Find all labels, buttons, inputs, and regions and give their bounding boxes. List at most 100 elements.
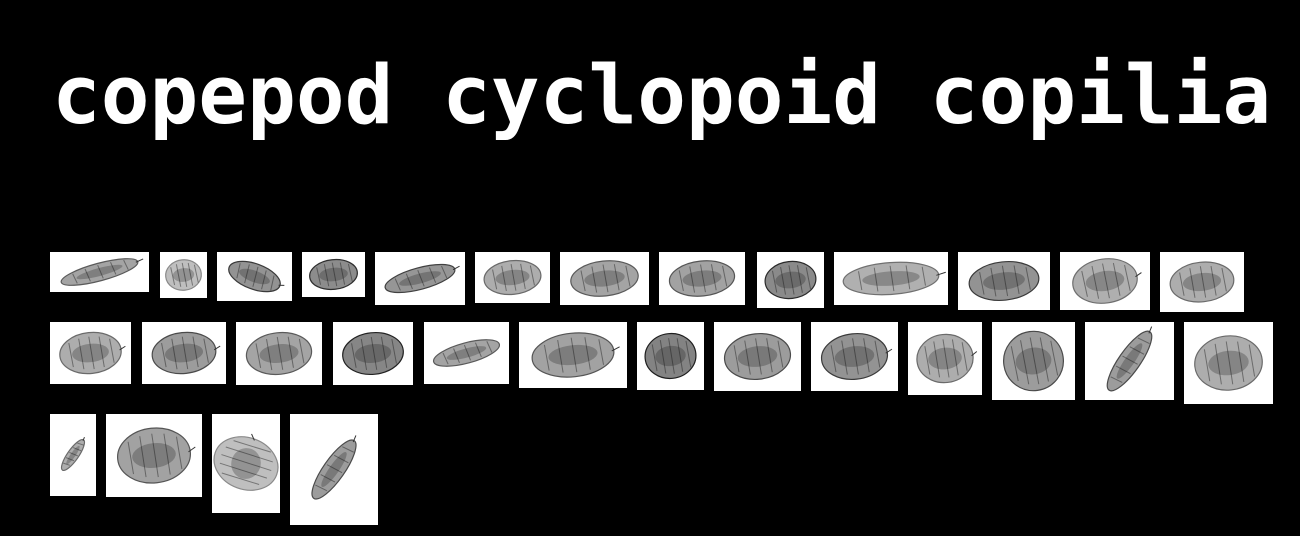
specimen-drawing	[1169, 261, 1235, 303]
specimen-body	[165, 259, 202, 291]
specimen-tail	[611, 346, 620, 352]
specimen-image	[290, 414, 378, 525]
specimen-image	[302, 252, 365, 297]
specimen-drawing	[60, 258, 144, 286]
specimen-image	[236, 322, 322, 385]
specimen-body	[1003, 330, 1064, 392]
specimen-tail	[135, 258, 144, 263]
specimen-tail	[971, 351, 978, 357]
specimen-drawing	[311, 435, 357, 500]
specimen-drawing	[59, 331, 126, 375]
specimen-image	[1060, 252, 1150, 310]
specimen-image	[424, 322, 509, 384]
specimen-tail	[278, 284, 285, 286]
specimen-drawing	[1072, 258, 1142, 304]
specimen-drawing	[723, 332, 792, 381]
specimen-body	[842, 261, 940, 296]
specimen-body	[342, 331, 404, 376]
specimen-drawing	[213, 433, 279, 491]
specimen-image	[106, 414, 202, 497]
specimen-image	[142, 322, 226, 384]
specimen-drawing	[309, 258, 358, 291]
specimen-body	[644, 332, 697, 380]
specimen-body	[1194, 335, 1263, 391]
specimen-drawing	[384, 263, 460, 294]
specimen-tail	[188, 446, 196, 453]
specimen-drawing	[151, 331, 221, 375]
specimen-body	[309, 258, 358, 291]
specimen-drawing	[968, 261, 1040, 301]
specimen-drawing	[668, 260, 736, 297]
specimen-drawing	[842, 261, 946, 296]
specimen-drawing	[165, 259, 202, 291]
specimen-image	[560, 252, 649, 305]
specimen-image	[834, 252, 948, 305]
specimen-image	[757, 252, 824, 308]
specimen-image	[958, 252, 1050, 310]
specimen-body	[916, 333, 974, 384]
specimen-image	[714, 322, 801, 391]
specimen-body	[1169, 261, 1235, 303]
specimen-drawing	[1194, 335, 1263, 391]
specimen-image	[212, 414, 280, 513]
specimen-tail	[885, 348, 893, 354]
specimen-image	[50, 414, 96, 496]
specimen-tail	[213, 345, 221, 351]
specimen-body	[1072, 258, 1138, 304]
specimen-tail	[1148, 326, 1153, 334]
specimen-drawing	[342, 331, 404, 376]
specimen-image	[375, 252, 465, 305]
specimen-drawing	[820, 332, 893, 381]
specimen-body	[432, 339, 501, 367]
specimen-image	[659, 252, 745, 305]
specimen-tail	[936, 271, 946, 276]
specimen-drawing	[483, 259, 542, 296]
specimen-body	[117, 427, 191, 484]
specimen-image	[1085, 322, 1174, 400]
specimen-body	[245, 331, 313, 376]
specimen-drawing	[432, 339, 501, 367]
specimen-drawing	[1003, 330, 1064, 392]
specimen-body	[531, 332, 615, 378]
specimen-body	[59, 331, 122, 375]
specimen-drawing	[245, 331, 313, 376]
specimen-body	[764, 260, 817, 300]
specimen-tail	[452, 265, 460, 271]
specimen-drawing	[60, 437, 86, 472]
specimen-drawing	[916, 333, 978, 384]
specimen-drawing	[570, 260, 639, 297]
specimen-image	[992, 322, 1075, 400]
specimen-drawing	[228, 260, 285, 293]
specimen-image	[333, 322, 413, 385]
specimen-tail	[352, 435, 357, 443]
specimen-image	[908, 322, 982, 395]
specimen-body	[151, 331, 217, 375]
specimen-drawing	[117, 427, 196, 484]
page-title: copepod cyclopoid copilia	[52, 49, 1272, 143]
specimen-image	[475, 252, 550, 303]
specimen-tail	[251, 433, 255, 441]
specimen-tail	[1135, 272, 1142, 278]
specimen-tail	[82, 437, 85, 441]
specimen-body	[668, 260, 736, 297]
specimen-drawing	[531, 332, 620, 378]
specimen-body	[968, 261, 1040, 301]
specimen-image	[519, 322, 627, 388]
specimen-drawing	[1106, 326, 1153, 392]
specimen-image	[50, 322, 131, 384]
specimen-image	[50, 252, 149, 292]
specimen-image	[811, 322, 898, 391]
specimen-drawing	[764, 260, 817, 300]
specimen-image	[1160, 252, 1244, 312]
specimen-body	[213, 436, 279, 491]
specimen-image	[217, 252, 292, 301]
specimen-image	[637, 322, 704, 390]
specimen-body	[820, 332, 889, 381]
specimen-image	[160, 252, 207, 298]
specimen-body	[483, 259, 542, 296]
specimen-image	[1184, 322, 1273, 404]
specimen-tail	[119, 345, 126, 351]
specimen-drawing	[644, 332, 697, 380]
specimen-body	[570, 260, 639, 297]
specimen-body	[723, 332, 792, 381]
